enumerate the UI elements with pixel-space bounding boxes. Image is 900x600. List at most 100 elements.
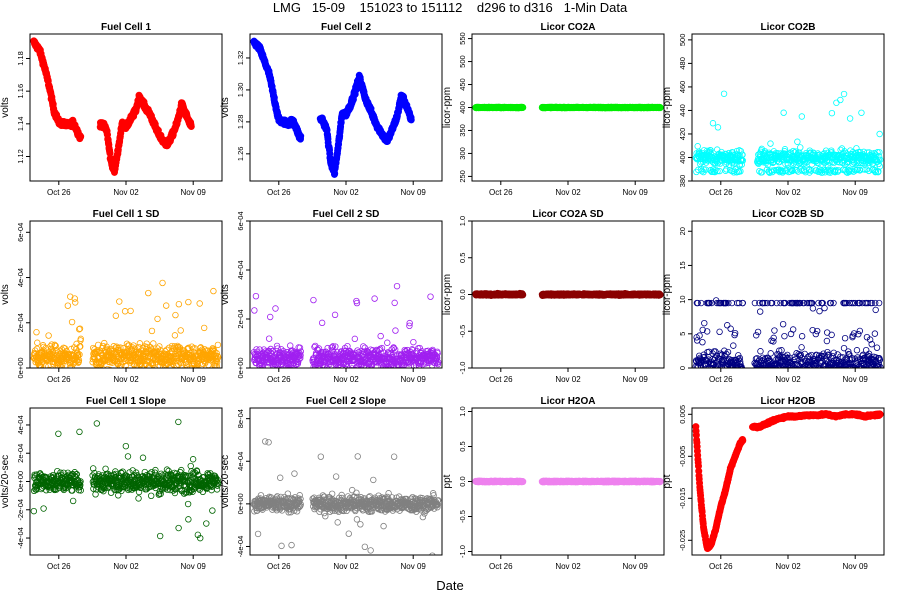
data-point xyxy=(706,299,713,307)
data-point xyxy=(698,167,706,175)
data-point xyxy=(738,369,744,375)
x-tick-label: Nov 09 xyxy=(401,375,427,384)
data-point xyxy=(798,333,806,340)
data-point xyxy=(876,163,884,170)
y-tick-label: 500 xyxy=(458,55,467,68)
data-point xyxy=(273,342,281,350)
data-point xyxy=(858,109,865,116)
data-point xyxy=(851,166,859,173)
y-axis-label: licor-ppm xyxy=(662,87,673,128)
data-point xyxy=(758,169,766,176)
data-point xyxy=(713,299,721,307)
data-point xyxy=(772,369,778,375)
data-point xyxy=(315,345,323,352)
data-point xyxy=(196,300,203,307)
data-point xyxy=(797,351,804,358)
x-tick-label: Nov 02 xyxy=(555,375,581,384)
y-tick-label: 420 xyxy=(678,128,687,141)
data-point xyxy=(724,348,732,356)
y-tick-label: 2e-04 xyxy=(16,313,25,332)
data-point xyxy=(331,311,339,319)
data-point xyxy=(328,344,336,351)
data-point xyxy=(729,148,736,156)
data-point xyxy=(265,363,272,368)
data-point xyxy=(185,298,192,306)
data-point xyxy=(771,327,778,334)
data-point xyxy=(46,366,52,368)
data-point xyxy=(820,158,827,166)
data-point xyxy=(361,344,369,351)
data-point xyxy=(789,366,796,368)
data-point xyxy=(739,365,746,368)
data-point xyxy=(72,299,79,306)
data-point xyxy=(112,312,120,319)
y-tick-label: 2e-04 xyxy=(236,309,245,328)
data-point xyxy=(33,329,40,336)
data-point xyxy=(761,299,769,307)
data-point xyxy=(753,332,760,339)
data-point xyxy=(188,343,195,350)
y-axis-label: licor-ppm xyxy=(442,87,453,128)
data-point xyxy=(77,335,84,343)
data-point xyxy=(815,369,821,375)
data-point xyxy=(372,363,380,368)
data-point xyxy=(775,363,783,368)
data-point xyxy=(64,302,72,309)
data-point xyxy=(377,332,384,340)
data-point xyxy=(100,366,107,368)
data-points xyxy=(250,282,442,368)
data-point xyxy=(778,347,785,354)
data-point xyxy=(519,103,527,111)
y-tick-label: 1.32 xyxy=(236,51,245,66)
data-point xyxy=(214,355,221,363)
data-point xyxy=(390,345,398,352)
data-point xyxy=(267,345,274,353)
data-point xyxy=(53,367,59,368)
data-point xyxy=(793,367,796,368)
data-point xyxy=(210,287,217,295)
data-points xyxy=(250,37,415,178)
data-point xyxy=(348,365,356,368)
data-point xyxy=(434,350,441,357)
data-point xyxy=(756,369,762,375)
data-point xyxy=(712,348,719,355)
data-point xyxy=(212,362,219,368)
data-point xyxy=(213,362,221,368)
data-point xyxy=(387,366,394,368)
data-point xyxy=(737,148,745,155)
data-point xyxy=(721,347,728,354)
x-tick-label: Nov 02 xyxy=(333,188,359,197)
data-point xyxy=(738,161,745,168)
data-point xyxy=(708,369,714,375)
y-tick-label: 450 xyxy=(458,78,467,91)
data-point xyxy=(142,348,149,355)
y-tick-label: 1.16 xyxy=(16,84,25,99)
data-point xyxy=(104,365,111,368)
data-point xyxy=(122,362,129,368)
data-points xyxy=(30,37,195,176)
data-point xyxy=(758,369,764,375)
data-point xyxy=(717,299,725,307)
panel-licor-co2a: Licor CO2Alicor-ppm250300350400450500550… xyxy=(442,22,665,197)
data-point xyxy=(368,366,374,368)
data-point xyxy=(131,345,139,352)
data-point xyxy=(699,375,705,381)
y-tick-label: 300 xyxy=(458,147,467,160)
data-point xyxy=(297,354,304,362)
data-point xyxy=(656,104,664,112)
data-point xyxy=(701,319,708,327)
data-point xyxy=(798,367,803,368)
data-point xyxy=(730,342,737,349)
data-point xyxy=(154,315,161,323)
data-point xyxy=(136,340,144,347)
data-points xyxy=(472,289,664,300)
panel-title: Fuel Cell 1 SD xyxy=(93,209,160,220)
y-tick-label: 480 xyxy=(678,57,687,70)
data-point xyxy=(759,299,767,307)
data-point xyxy=(753,371,759,377)
data-point xyxy=(770,334,777,342)
x-tick-label: Nov 09 xyxy=(623,375,649,384)
data-point xyxy=(384,339,391,346)
data-points xyxy=(472,103,664,112)
